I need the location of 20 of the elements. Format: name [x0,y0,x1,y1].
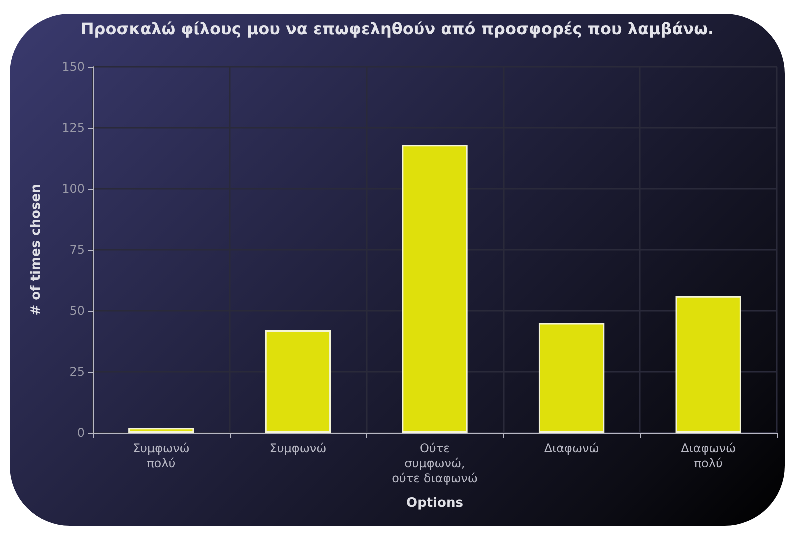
x-tick-label: Συμφωνώ πολύ [132,442,190,470]
x-axis-title: Options [406,496,464,511]
y-tick-label: 150 [62,60,85,74]
x-tick-label: Διαφωνώ πολύ [681,442,736,470]
y-tick-label: 25 [70,365,85,379]
y-tick-label: 0 [77,426,85,440]
chart-title: Προσκαλώ φίλους μου να επωφεληθούν από προσφορές που λαμβάνω. [80,20,714,38]
y-tick-label: 75 [70,243,85,257]
bar [402,145,468,433]
x-tick-label: Ούτε συμφωνώ, ούτε διαφωνώ [392,442,478,486]
bar [676,296,742,433]
y-tick-label: 125 [62,121,85,135]
bar [265,330,332,433]
x-tick-label: Διαφωνώ [544,442,600,456]
y-tick-label: 100 [62,182,85,196]
bar [538,323,605,433]
y-tick-label: 50 [70,304,85,318]
x-tick-label: Συμφωνώ [270,442,327,456]
y-axis-title: # of times chosen [29,184,44,316]
bar [128,428,194,433]
